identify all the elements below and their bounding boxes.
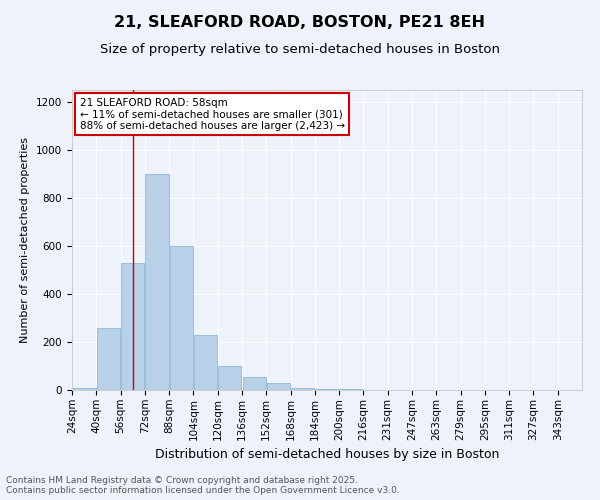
Bar xyxy=(170,246,193,390)
Bar xyxy=(121,263,144,390)
Bar xyxy=(316,389,338,390)
Text: 21 SLEAFORD ROAD: 58sqm
← 11% of semi-detached houses are smaller (301)
88% of s: 21 SLEAFORD ROAD: 58sqm ← 11% of semi-de… xyxy=(80,98,345,130)
Bar xyxy=(97,328,120,390)
Bar xyxy=(145,174,169,390)
Text: Contains HM Land Registry data © Crown copyright and database right 2025.
Contai: Contains HM Land Registry data © Crown c… xyxy=(6,476,400,495)
Bar xyxy=(73,388,95,390)
X-axis label: Distribution of semi-detached houses by size in Boston: Distribution of semi-detached houses by … xyxy=(155,448,499,461)
Text: 21, SLEAFORD ROAD, BOSTON, PE21 8EH: 21, SLEAFORD ROAD, BOSTON, PE21 8EH xyxy=(115,15,485,30)
Bar xyxy=(218,366,241,390)
Bar xyxy=(194,335,217,390)
Bar xyxy=(242,377,266,390)
Y-axis label: Number of semi-detached properties: Number of semi-detached properties xyxy=(20,137,31,343)
Text: Size of property relative to semi-detached houses in Boston: Size of property relative to semi-detach… xyxy=(100,42,500,56)
Bar xyxy=(291,388,314,390)
Bar xyxy=(267,383,290,390)
